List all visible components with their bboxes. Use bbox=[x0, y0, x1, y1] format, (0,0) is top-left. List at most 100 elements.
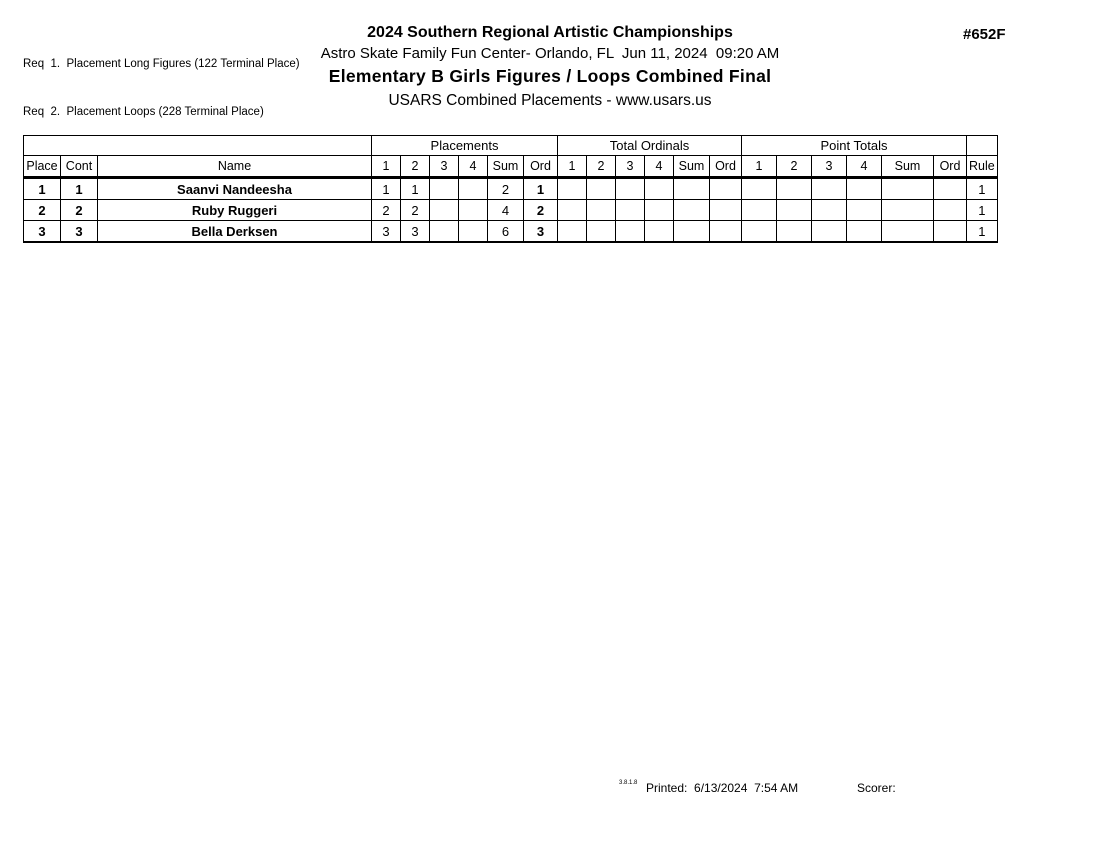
point-total-cell bbox=[741, 199, 777, 221]
placement-cell: 1 bbox=[400, 177, 430, 200]
group-header-row: Placements Total Ordinals Point Totals bbox=[23, 135, 998, 156]
placement-sum-cell: 2 bbox=[487, 177, 524, 200]
req-line-1: Req 1. Placement Long Figures (122 Termi… bbox=[23, 58, 300, 70]
col-header-rule: Rule bbox=[966, 155, 998, 179]
total-ordinal-cell bbox=[644, 199, 674, 221]
placement-ord-cell: 1 bbox=[523, 177, 558, 200]
col-header-t4: 4 bbox=[644, 155, 674, 179]
group-spacer-right bbox=[966, 135, 998, 156]
table-row: 1 1 Saanvi Nandeesha 1 1 2 1 1 bbox=[23, 177, 998, 200]
col-header-p1: 1 bbox=[371, 155, 401, 179]
col-header-p4: 4 bbox=[458, 155, 488, 179]
placement-cell bbox=[458, 199, 488, 221]
col-header-t-sum: Sum bbox=[673, 155, 710, 179]
point-total-cell bbox=[846, 199, 882, 221]
col-header-t2: 2 bbox=[586, 155, 616, 179]
col-header-x4: 4 bbox=[846, 155, 882, 179]
printed-timestamp: Printed: 6/13/2024 7:54 AM bbox=[646, 781, 799, 795]
point-total-cell bbox=[776, 220, 812, 243]
results-table: Placements Total Ordinals Point Totals P… bbox=[23, 135, 998, 243]
group-header-total-ordinals: Total Ordinals bbox=[557, 135, 742, 156]
col-header-t3: 3 bbox=[615, 155, 645, 179]
col-header-x-ord: Ord bbox=[933, 155, 967, 179]
placement-cell: 2 bbox=[371, 199, 401, 221]
point-total-sum-cell bbox=[881, 220, 934, 243]
place-cell: 3 bbox=[23, 220, 61, 243]
col-header-p2: 2 bbox=[400, 155, 430, 179]
total-ordinal-sum-cell bbox=[673, 220, 710, 243]
req-line-2: Req 2. Placement Loops (228 Terminal Pla… bbox=[23, 106, 264, 118]
point-total-cell bbox=[776, 199, 812, 221]
name-cell: Ruby Ruggeri bbox=[97, 199, 372, 221]
total-ordinal-cell bbox=[615, 220, 645, 243]
point-total-cell bbox=[741, 177, 777, 200]
col-header-p-ord: Ord bbox=[523, 155, 558, 179]
col-header-p3: 3 bbox=[429, 155, 459, 179]
cont-cell: 1 bbox=[60, 177, 98, 200]
placement-cell: 1 bbox=[371, 177, 401, 200]
placement-ord-cell: 2 bbox=[523, 199, 558, 221]
point-total-ord-cell bbox=[933, 220, 967, 243]
placement-cell: 3 bbox=[371, 220, 401, 243]
placement-cell: 3 bbox=[400, 220, 430, 243]
place-cell: 1 bbox=[23, 177, 61, 200]
point-total-cell bbox=[776, 177, 812, 200]
group-header-placements: Placements bbox=[371, 135, 558, 156]
placement-cell bbox=[458, 220, 488, 243]
point-total-cell bbox=[811, 177, 847, 200]
table-row: 3 3 Bella Derksen 3 3 6 3 1 bbox=[23, 220, 998, 243]
point-total-ord-cell bbox=[933, 177, 967, 200]
total-ordinal-ord-cell bbox=[709, 177, 742, 200]
point-total-cell bbox=[811, 199, 847, 221]
placement-cell: 2 bbox=[400, 199, 430, 221]
requirements-block: Req 1. Placement Long Figures (122 Termi… bbox=[23, 24, 300, 136]
col-header-place: Place bbox=[23, 155, 61, 179]
placement-sum-cell: 6 bbox=[487, 220, 524, 243]
point-total-cell bbox=[846, 220, 882, 243]
col-header-t-ord: Ord bbox=[709, 155, 742, 179]
table-row: 2 2 Ruby Ruggeri 2 2 4 2 1 bbox=[23, 199, 998, 221]
total-ordinal-sum-cell bbox=[673, 177, 710, 200]
col-header-x2: 2 bbox=[776, 155, 812, 179]
group-spacer-left bbox=[23, 135, 372, 156]
event-title: Elementary B Girls Figures / Loops Combi… bbox=[328, 66, 772, 86]
total-ordinal-cell bbox=[557, 199, 587, 221]
total-ordinal-cell bbox=[557, 220, 587, 243]
col-header-name: Name bbox=[97, 155, 372, 179]
col-header-cont: Cont bbox=[60, 155, 98, 179]
point-total-cell bbox=[846, 177, 882, 200]
col-header-p-sum: Sum bbox=[487, 155, 524, 179]
placement-sum-cell: 4 bbox=[487, 199, 524, 221]
col-header-x-sum: Sum bbox=[881, 155, 934, 179]
name-cell: Bella Derksen bbox=[97, 220, 372, 243]
total-ordinal-cell bbox=[586, 199, 616, 221]
total-ordinal-cell bbox=[644, 177, 674, 200]
rule-cell: 1 bbox=[966, 177, 998, 200]
report-subtitle: USARS Combined Placements - www.usars.us bbox=[388, 92, 712, 109]
total-ordinal-cell bbox=[586, 177, 616, 200]
event-number: #652F bbox=[963, 26, 1006, 43]
point-total-cell bbox=[741, 220, 777, 243]
total-ordinal-cell bbox=[586, 220, 616, 243]
rule-cell: 1 bbox=[966, 199, 998, 221]
total-ordinal-cell bbox=[644, 220, 674, 243]
point-total-sum-cell bbox=[881, 177, 934, 200]
col-header-x3: 3 bbox=[811, 155, 847, 179]
cont-cell: 2 bbox=[60, 199, 98, 221]
cont-cell: 3 bbox=[60, 220, 98, 243]
placement-cell bbox=[458, 177, 488, 200]
placement-ord-cell: 3 bbox=[523, 220, 558, 243]
header-center: 2024 Southern Regional Artistic Champion… bbox=[0, 23, 1100, 111]
championship-title: 2024 Southern Regional Artistic Champion… bbox=[367, 24, 733, 41]
placement-cell bbox=[429, 177, 459, 200]
total-ordinal-ord-cell bbox=[709, 199, 742, 221]
placement-cell bbox=[429, 199, 459, 221]
total-ordinal-sum-cell bbox=[673, 199, 710, 221]
scorer-label: Scorer: bbox=[857, 781, 896, 795]
group-header-point-totals: Point Totals bbox=[741, 135, 967, 156]
venue-datetime: Astro Skate Family Fun Center- Orlando, … bbox=[320, 45, 780, 62]
total-ordinal-cell bbox=[615, 199, 645, 221]
placement-cell bbox=[429, 220, 459, 243]
point-total-cell bbox=[811, 220, 847, 243]
